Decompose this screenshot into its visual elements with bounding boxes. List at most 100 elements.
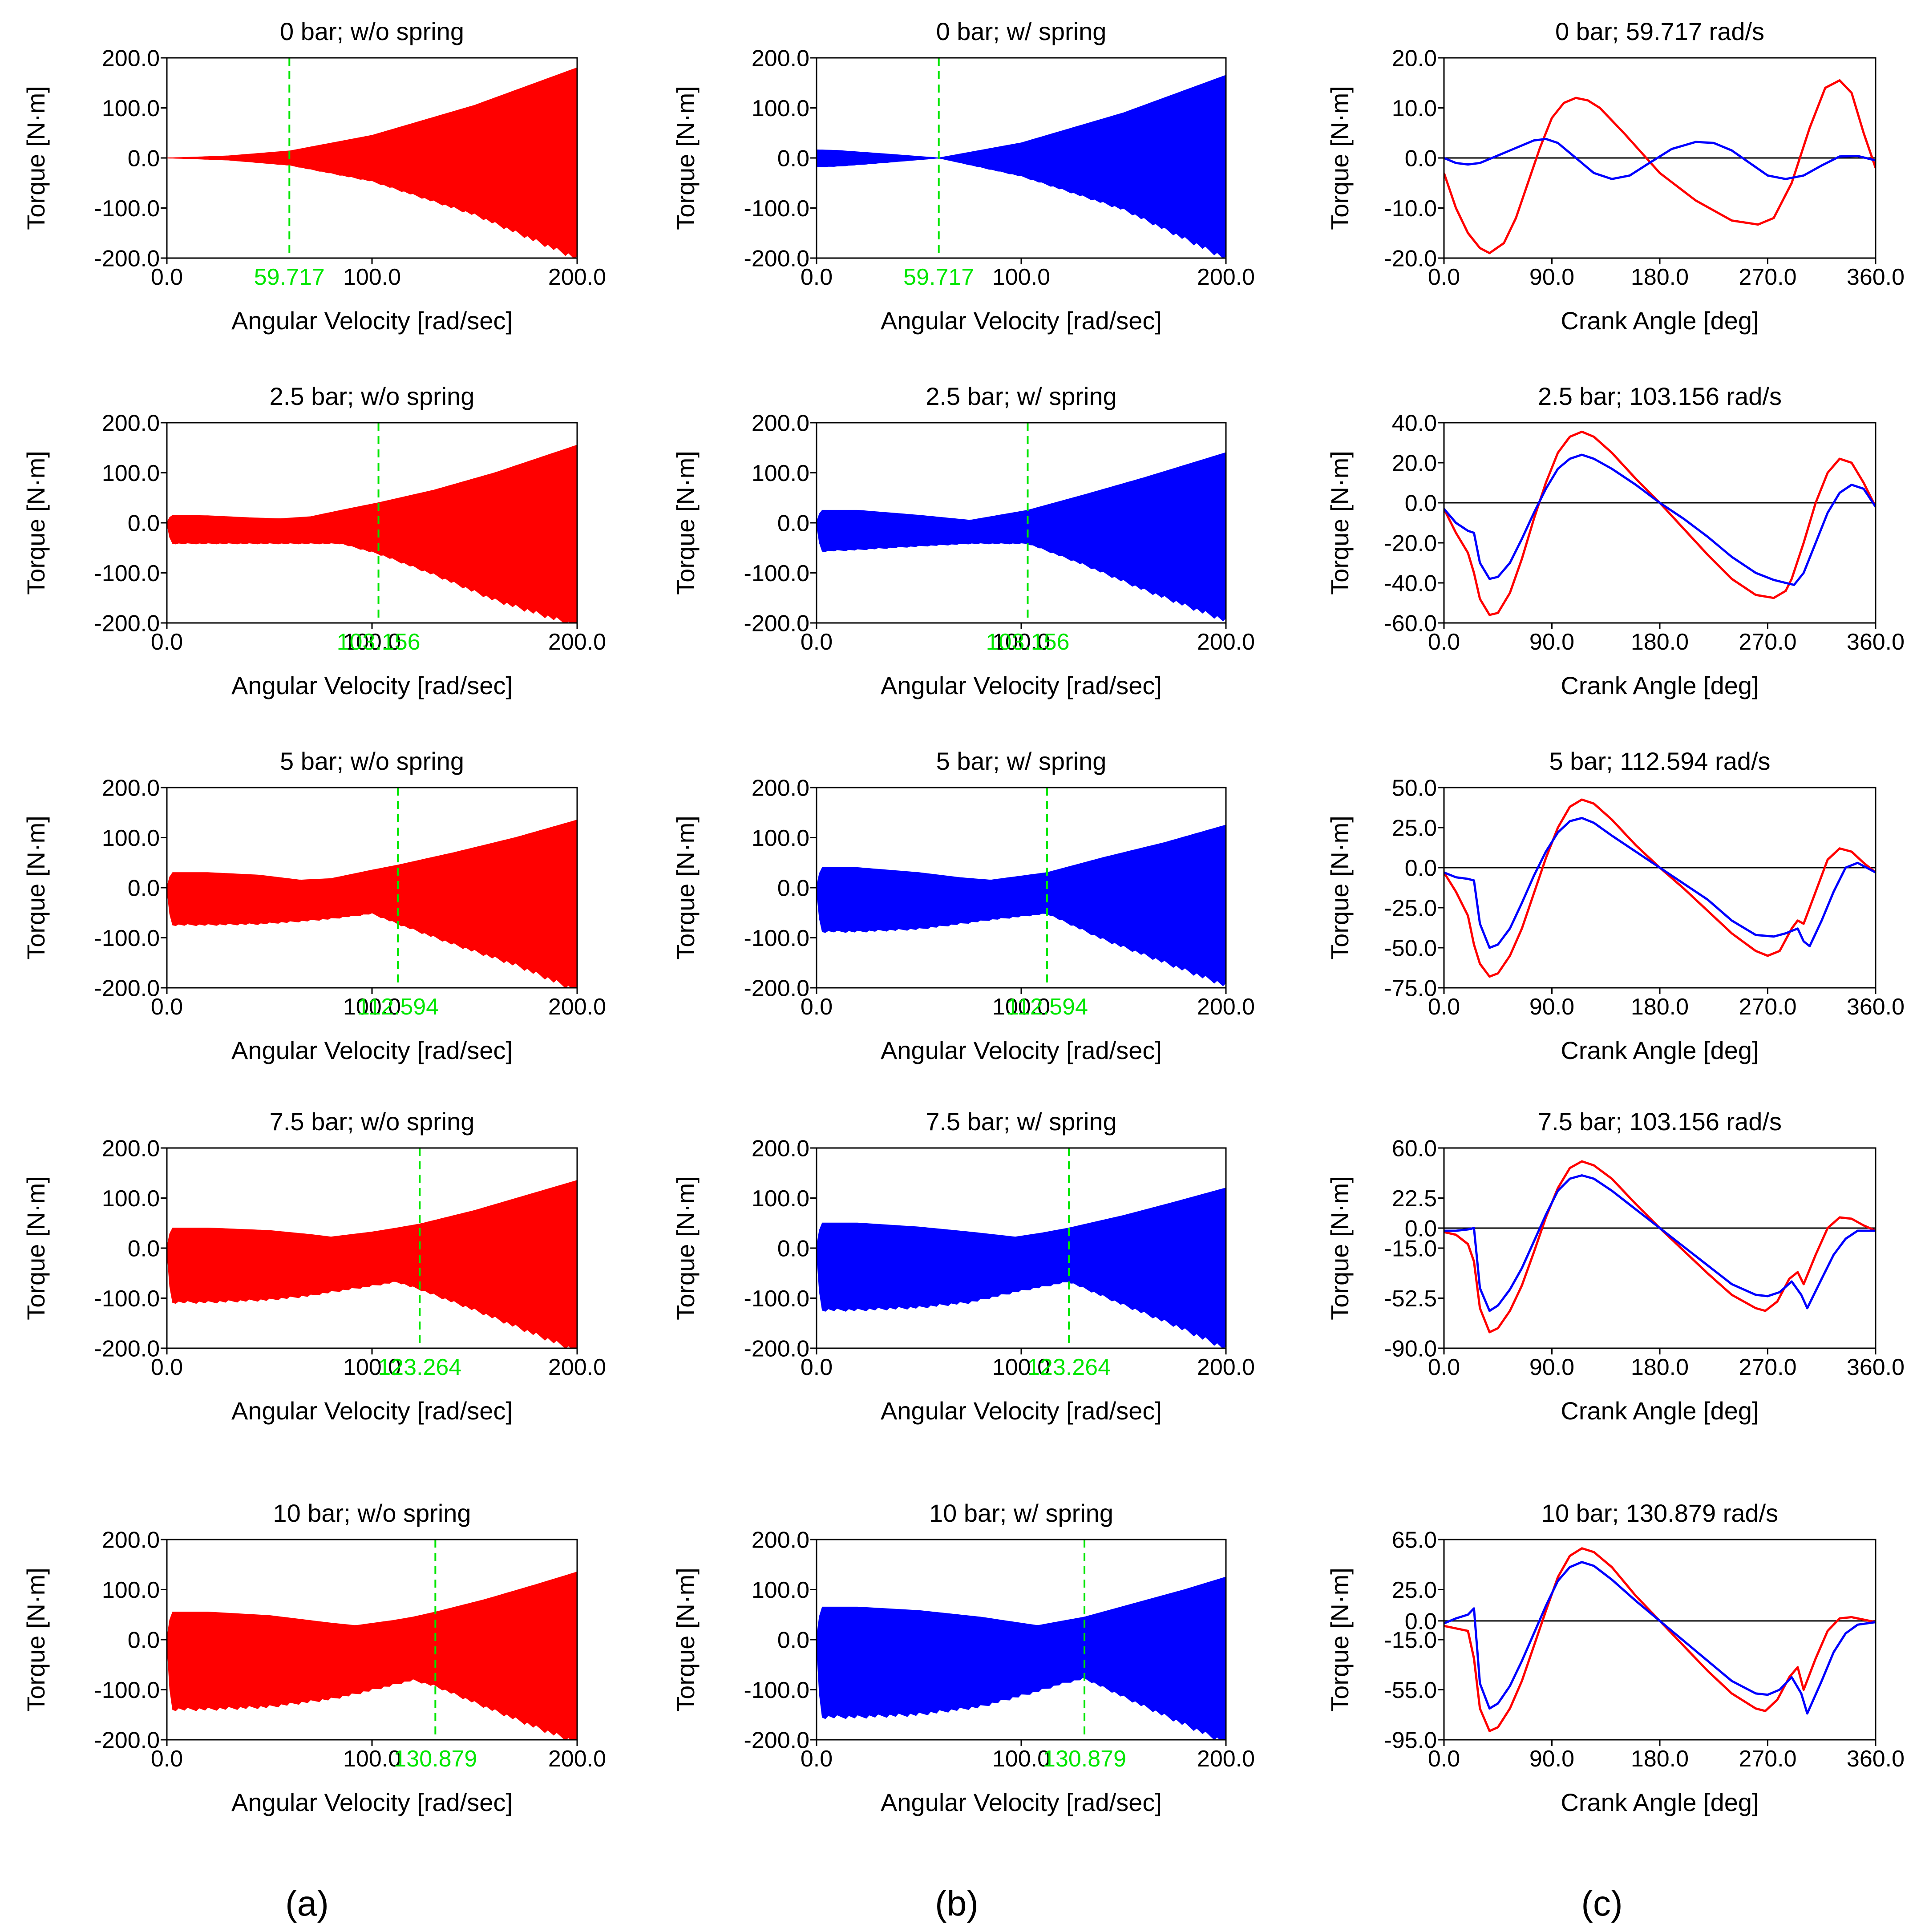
x-tick-label: 0.0 [151,629,183,655]
x-axis-label: Crank Angle [deg] [1561,671,1759,699]
x-axis-label: Angular Velocity [rad/sec] [881,1036,1162,1064]
y-tick-label: -100.0 [94,1286,160,1312]
x-tick-label: 180.0 [1631,1746,1689,1772]
x-tick-label: 200.0 [548,1354,606,1380]
y-tick-label: -100.0 [744,561,809,586]
x-tick-label: 200.0 [548,1746,606,1772]
y-axis-label: Torque [N·m] [1326,816,1354,960]
x-tick-label: 100.0 [992,264,1050,290]
x-tick-label: 100.0 [343,1746,401,1772]
marker-label: 123.264 [378,1354,461,1380]
y-tick-label: -20.0 [1384,531,1437,557]
y-tick-label: 0.0 [128,876,160,901]
y-tick-label: 100.0 [102,1186,160,1212]
plot-area [1444,1547,1876,1732]
torque-envelope [167,445,577,623]
y-tick-label: 0.0 [1405,491,1437,517]
x-axis-label: Angular Velocity [rad/sec] [231,1036,513,1064]
series-line-w-spring [1444,816,1876,949]
chart-panel-2-5-bar-crank-angle: 2.5 bar; 103.156 rad/s 40.0 20.0 0.0 -20.0 -4… [1326,382,1905,699]
y-tick-label: -100.0 [744,1286,809,1312]
y-tick-label: -15.0 [1384,1236,1437,1262]
plot-frame [1443,1147,1876,1349]
x-axis-label: Angular Velocity [rad/sec] [881,1788,1162,1816]
chart-panel-7-5-bar-crank-angle: 7.5 bar; 103.156 rad/s60.022.50.0-15.0-5… [1326,1107,1905,1425]
y-tick-label: -15.0 [1384,1628,1437,1653]
y-tick-label: 0.0 [1405,1609,1437,1635]
chart-panel-7-5-bar-w-spring: 7.5 bar; w/ spring 200.0 100.0 0.0 -100.0 -20… [671,1107,1255,1425]
column-label-c: (c) [1581,1883,1622,1923]
series-line-w-spring [1444,137,1876,180]
y-tick-label: 0.0 [128,1628,160,1653]
marker-label: 59.717 [254,264,325,290]
x-tick-label: 270.0 [1739,994,1796,1020]
y-tick-label: -55.0 [1384,1677,1437,1703]
y-tick-label: -90.0 [1384,1336,1437,1362]
x-tick-label: 100.0 [992,1746,1050,1772]
x-tick-label: 0.0 [151,1746,183,1772]
x-tick-label: 90.0 [1529,1354,1574,1380]
chart-title: 2.5 bar; w/o spring [270,382,475,410]
x-tick-label: 270.0 [1739,264,1796,290]
x-tick-label: 0.0 [151,264,183,290]
chart-title: 10 bar; 130.879 rad/s [1541,1499,1778,1527]
y-tick-label: 40.0 [1392,411,1437,437]
y-tick-label: 100.0 [102,1577,160,1603]
chart-panel-5-bar-crank-angle: 5 bar; 112.594 rad/s 50.0 25.0 0.0 -25.0 -50.… [1326,747,1905,1064]
plot-area [817,75,1226,258]
y-tick-label: -50.0 [1384,936,1437,962]
y-tick-label: 100.0 [102,461,160,486]
torque-envelope [167,820,577,988]
x-tick-label: 100.0 [343,1354,401,1380]
x-tick-label: 200.0 [1197,1746,1255,1772]
y-tick-label: 0.0 [1405,1216,1437,1242]
y-tick-label: 50.0 [1392,776,1437,801]
torque-envelope [167,1572,577,1740]
chart-title: 7.5 bar; w/o spring [270,1107,475,1136]
y-tick-label: 200.0 [752,46,809,72]
y-tick-label: 20.0 [1392,451,1437,477]
marker-label: 130.879 [393,1746,477,1772]
y-tick-label: 0.0 [128,1236,160,1262]
x-tick-label: 0.0 [1428,264,1460,290]
y-axis-label: Torque [N·m] [22,1568,50,1712]
y-tick-label: -200.0 [744,611,809,637]
marker-label: 112.594 [357,994,439,1020]
x-tick-label: 0.0 [151,1354,183,1380]
marker-label: 112.594 [1006,994,1088,1020]
chart-title: 10 bar; w/ spring [929,1499,1113,1527]
plot-area [1444,79,1876,255]
y-tick-label: 25.0 [1392,1577,1437,1603]
y-tick-label: 0.0 [128,146,160,172]
y-axis-label: Torque [N·m] [671,1176,700,1320]
x-tick-label: 0.0 [1428,1354,1460,1380]
y-tick-label: -100.0 [744,926,809,951]
column-label-a: (a) [285,1883,329,1923]
chart-panel-5-bar-w-o-spring: 5 bar; w/o spring 200.0 100.0 0.0 -100.0 -200… [22,747,606,1064]
torque-envelope [817,825,1226,986]
chart-title: 5 bar; 112.594 rad/s [1549,747,1770,775]
y-tick-label: -100.0 [744,1677,809,1703]
y-tick-label: -25.0 [1384,896,1437,922]
plot-area [1444,798,1876,978]
plot-area [167,67,577,258]
chart-title: 7.5 bar; 103.156 rad/s [1538,1107,1782,1136]
y-tick-label: 200.0 [752,411,809,437]
x-tick-label: 0.0 [1428,994,1460,1020]
y-axis-label: Torque [N·m] [671,451,700,595]
y-axis-label: Torque [N·m] [671,86,700,230]
y-tick-label: -10.0 [1384,196,1437,222]
x-axis-label: Crank Angle [deg] [1561,307,1759,335]
y-tick-label: 200.0 [752,1136,809,1162]
torque-envelope [817,452,1226,622]
x-tick-label: 0.0 [801,1354,833,1380]
y-tick-label: 100.0 [752,825,809,851]
y-tick-label: 0.0 [777,876,809,901]
x-tick-label: 100.0 [992,1354,1050,1380]
y-tick-label: 100.0 [102,825,160,851]
x-tick-label: 0.0 [801,629,833,655]
chart-title: 2.5 bar; w/ spring [926,382,1117,410]
x-tick-label: 360.0 [1847,994,1905,1020]
y-tick-label: -200.0 [744,1336,809,1362]
y-tick-label: -200.0 [744,246,809,272]
